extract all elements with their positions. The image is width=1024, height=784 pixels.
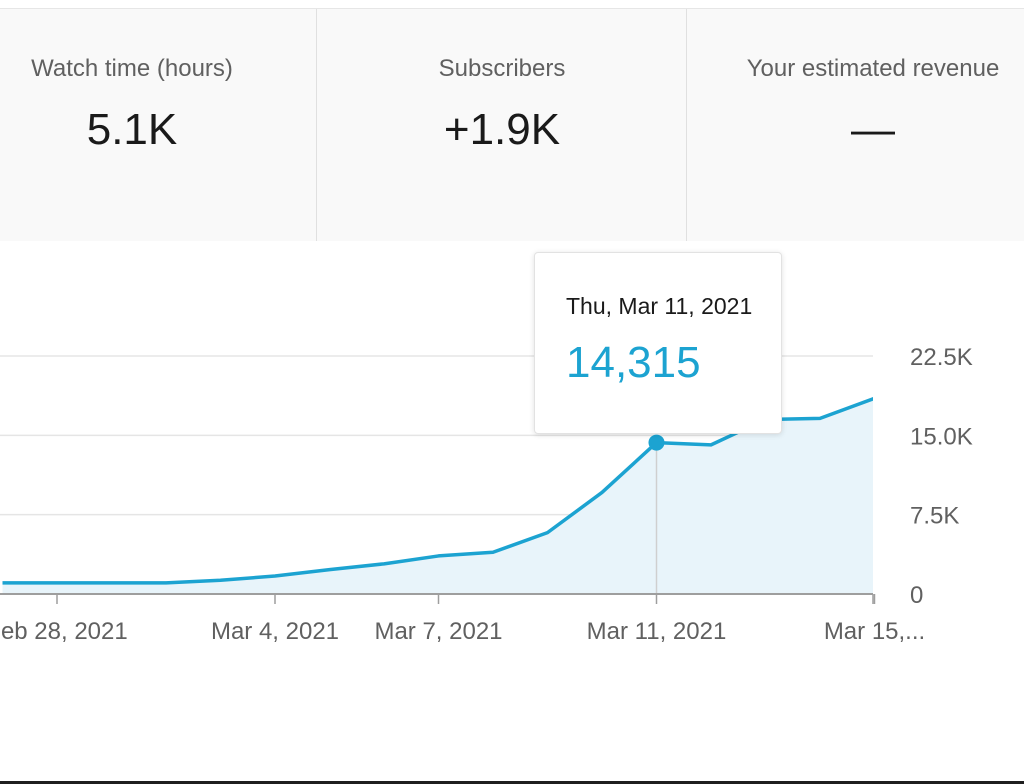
chart-tooltip: Thu, Mar 11, 2021 14,315 bbox=[534, 252, 782, 434]
chart-svg: 0 7.5K 15.0K 22.5K Feb 28, 2021 Mar 4, 2021 Ma… bbox=[0, 344, 973, 645]
tooltip-value: 14,315 bbox=[566, 338, 701, 387]
y-tick-label: 22.5K bbox=[910, 344, 973, 371]
subscribers-label: Subscribers bbox=[438, 55, 566, 82]
stats-panel: Watch time (hours) 5.1K Subscribers +1.9… bbox=[0, 8, 1024, 241]
revenue-card[interactable]: Your estimated revenue — bbox=[686, 9, 1024, 241]
x-tick-label: Feb 28, 2021 bbox=[0, 618, 128, 645]
tooltip-date: Thu, Mar 11, 2021 bbox=[566, 293, 753, 319]
revenue-value: — bbox=[851, 105, 895, 154]
x-tick-label: Mar 15,... bbox=[824, 618, 925, 645]
watch-time-label: Watch time (hours) bbox=[31, 55, 233, 82]
subscribers-value: +1.9K bbox=[443, 105, 561, 154]
watch-time-value: 5.1K bbox=[86, 105, 178, 154]
highlight-point bbox=[648, 434, 665, 451]
subscribers-card[interactable]: Subscribers +1.9K bbox=[316, 9, 687, 241]
y-tick-label: 0 bbox=[910, 582, 923, 609]
y-tick-label: 7.5K bbox=[910, 503, 959, 530]
y-tick-label: 15.0K bbox=[910, 423, 973, 450]
x-tick-label: Mar 7, 2021 bbox=[374, 618, 502, 645]
bottom-border bbox=[0, 781, 1024, 784]
watch-time-card[interactable]: Watch time (hours) 5.1K bbox=[0, 9, 316, 241]
revenue-label: Your estimated revenue bbox=[746, 55, 1000, 82]
x-tick-label: Mar 11, 2021 bbox=[587, 618, 727, 645]
x-tick-label: Mar 4, 2021 bbox=[211, 618, 339, 645]
line-chart[interactable]: 0 7.5K 15.0K 22.5K Feb 28, 2021 Mar 4, 2021 Ma… bbox=[0, 240, 1024, 784]
